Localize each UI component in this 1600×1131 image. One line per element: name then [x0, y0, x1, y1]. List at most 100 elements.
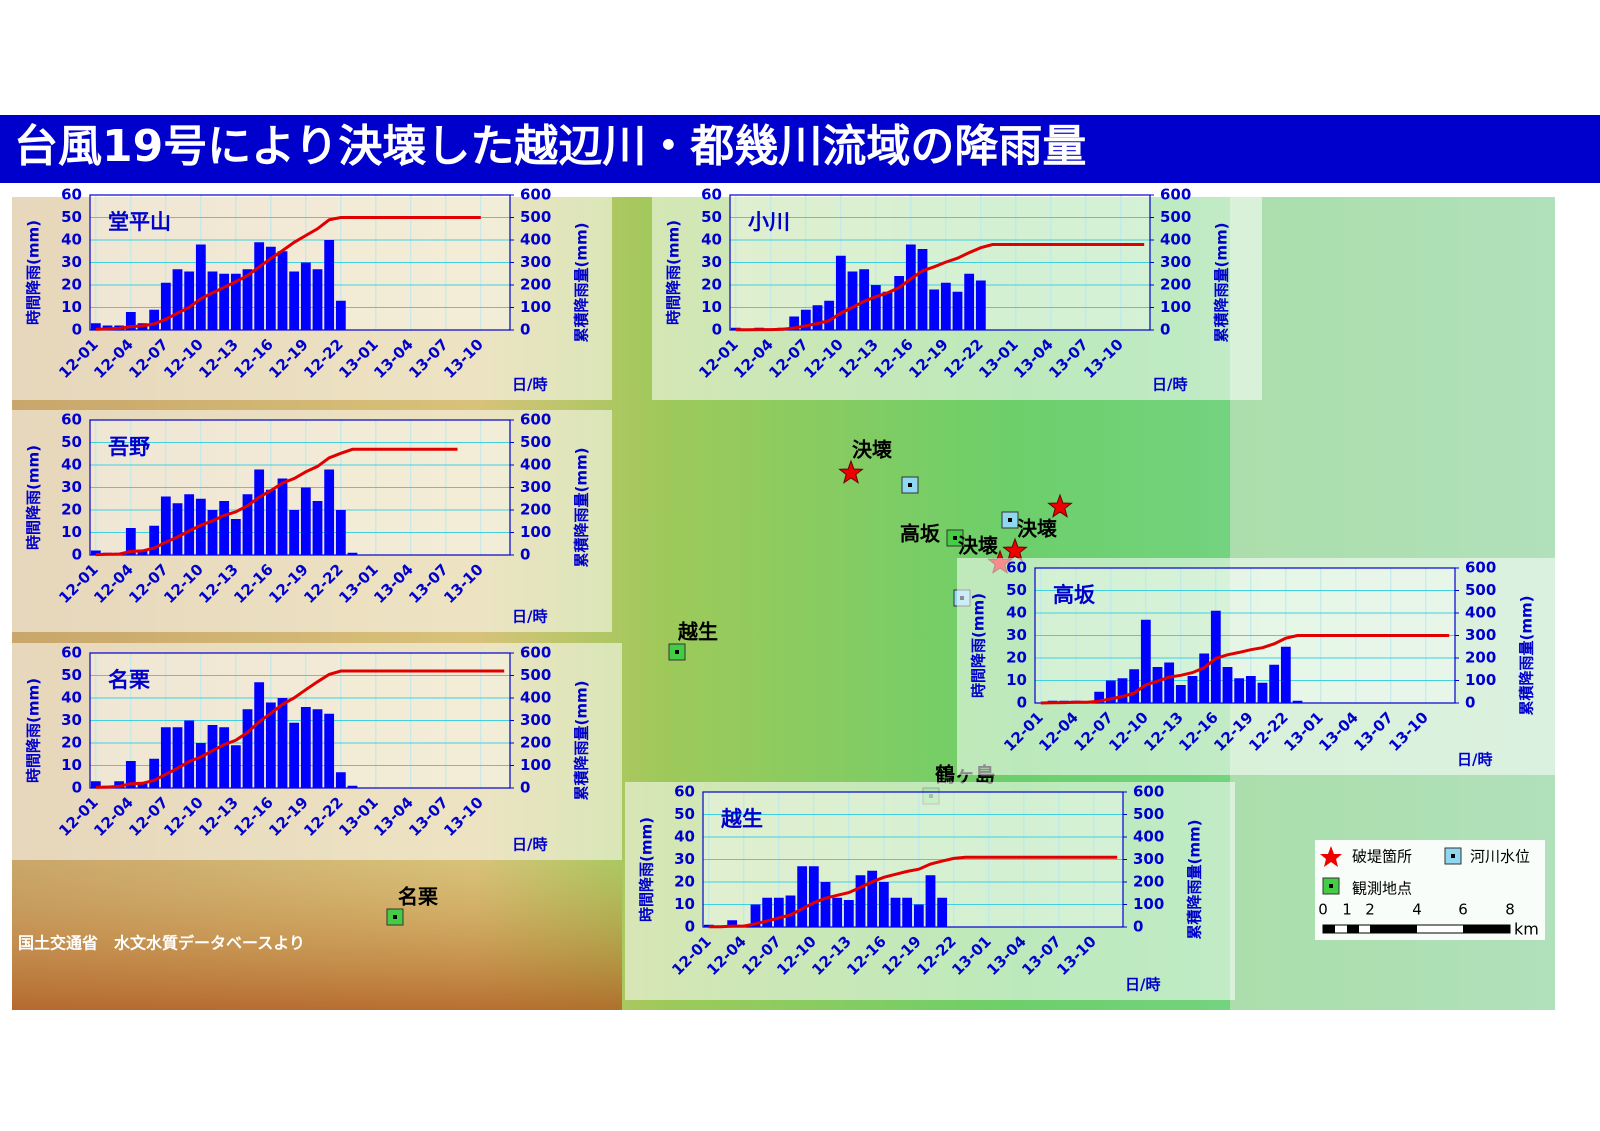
bar: [1292, 700, 1303, 703]
y-tick-label: 60: [674, 783, 695, 801]
y2-tick-label: 400: [520, 231, 551, 249]
bar: [789, 316, 800, 330]
x-axis-label: 日/時: [1152, 376, 1187, 394]
bar: [184, 271, 195, 330]
bar: [90, 550, 101, 555]
x-axis-label: 日/時: [1457, 751, 1492, 769]
y2-tick-label: 200: [1160, 276, 1191, 294]
y-tick-label: 0: [72, 321, 82, 339]
bar: [1140, 619, 1151, 703]
station-marker-dot: [953, 536, 957, 540]
bar: [265, 489, 276, 555]
x-axis-label: 日/時: [512, 376, 547, 394]
scale-unit: km: [1514, 920, 1539, 939]
legend-label: 河川水位: [1470, 848, 1530, 866]
bar: [824, 300, 835, 330]
bar: [277, 251, 288, 330]
bar: [917, 249, 928, 330]
y2-tick-label: 300: [1160, 253, 1191, 271]
y2-axis-label: 累積降雨量(mm): [1213, 223, 1231, 343]
y-tick-label: 10: [61, 298, 82, 316]
bar: [172, 727, 183, 788]
y2-tick-label: 500: [1133, 805, 1164, 823]
y2-tick-label: 0: [1465, 694, 1475, 712]
y-tick-label: 10: [1006, 671, 1027, 689]
chart-panel: 12-0112-0412-0712-1012-1312-1612-1912-22…: [12, 185, 612, 400]
bar: [265, 702, 276, 788]
bar: [878, 882, 889, 927]
y-tick-label: 20: [61, 276, 82, 294]
bar: [820, 882, 831, 927]
y2-tick-label: 600: [520, 186, 551, 204]
y-tick-label: 20: [674, 873, 695, 891]
map-relief: [12, 860, 622, 1010]
map-label: 高坂: [900, 522, 941, 546]
legend-label: 観測地点: [1352, 880, 1412, 898]
y-tick-label: 20: [61, 734, 82, 752]
bar: [882, 291, 893, 330]
bar: [975, 280, 986, 330]
title: 台風19号により決壊した越辺川・都幾川流域の降雨量: [14, 121, 1086, 172]
cumulative-line: [95, 669, 505, 789]
y-tick-label: 40: [674, 828, 695, 846]
bar: [207, 271, 218, 330]
x-axis-label: 日/時: [512, 608, 547, 626]
bar: [1245, 676, 1256, 703]
chart-title: 堂平山: [108, 210, 171, 234]
y-tick-label: 50: [701, 208, 722, 226]
bar: [1222, 667, 1233, 703]
bar: [195, 743, 206, 788]
y2-tick-label: 0: [520, 546, 530, 564]
y2-tick-label: 200: [1133, 873, 1164, 891]
bar: [913, 904, 924, 927]
bar: [184, 720, 195, 788]
bar: [207, 510, 218, 555]
y-tick-label: 0: [685, 918, 695, 936]
y2-tick-label: 200: [520, 501, 551, 519]
y2-tick-label: 200: [520, 276, 551, 294]
y-tick-label: 40: [61, 456, 82, 474]
scale-label: 4: [1412, 901, 1422, 919]
y2-tick-label: 600: [520, 411, 551, 429]
plot-frame: [702, 791, 1124, 928]
bar: [219, 273, 230, 330]
bar: [812, 305, 823, 330]
scale-seg: [1347, 925, 1359, 933]
bar: [300, 262, 311, 330]
y2-tick-label: 100: [1133, 895, 1164, 913]
legend-star: [1320, 846, 1342, 867]
y2-tick-label: 600: [1160, 186, 1191, 204]
station-marker-dot: [393, 915, 397, 919]
y2-tick-label: 400: [1133, 828, 1164, 846]
bar: [964, 273, 975, 330]
y2-tick-label: 400: [520, 689, 551, 707]
bar: [137, 783, 148, 788]
y2-tick-label: 300: [1133, 850, 1164, 868]
y-tick-label: 50: [61, 666, 82, 684]
bar: [125, 312, 136, 330]
y2-tick-label: 500: [520, 433, 551, 451]
y2-tick-label: 100: [520, 298, 551, 316]
y-tick-label: 60: [1006, 559, 1027, 577]
bar: [1257, 682, 1268, 703]
plot-frame: [1034, 567, 1456, 704]
legend-water-level-dot: [1451, 854, 1455, 858]
bar: [867, 870, 878, 927]
plot-frame: [89, 652, 511, 789]
bar: [929, 289, 940, 330]
bar: [242, 269, 253, 330]
y-tick-label: 20: [61, 501, 82, 519]
bar: [347, 785, 358, 788]
bar: [937, 897, 948, 927]
y-tick-label: 40: [1006, 604, 1027, 622]
chart-title: 高坂: [1053, 583, 1096, 607]
chart-panel: 12-0112-0412-0712-1012-1312-1612-1912-22…: [12, 410, 612, 632]
y-tick-label: 10: [61, 756, 82, 774]
bar: [160, 282, 171, 330]
y2-axis-label: 累積降雨量(mm): [573, 448, 591, 568]
bar: [242, 494, 253, 555]
bar: [230, 519, 241, 555]
bar: [1117, 678, 1128, 703]
y2-tick-label: 300: [1465, 626, 1496, 644]
